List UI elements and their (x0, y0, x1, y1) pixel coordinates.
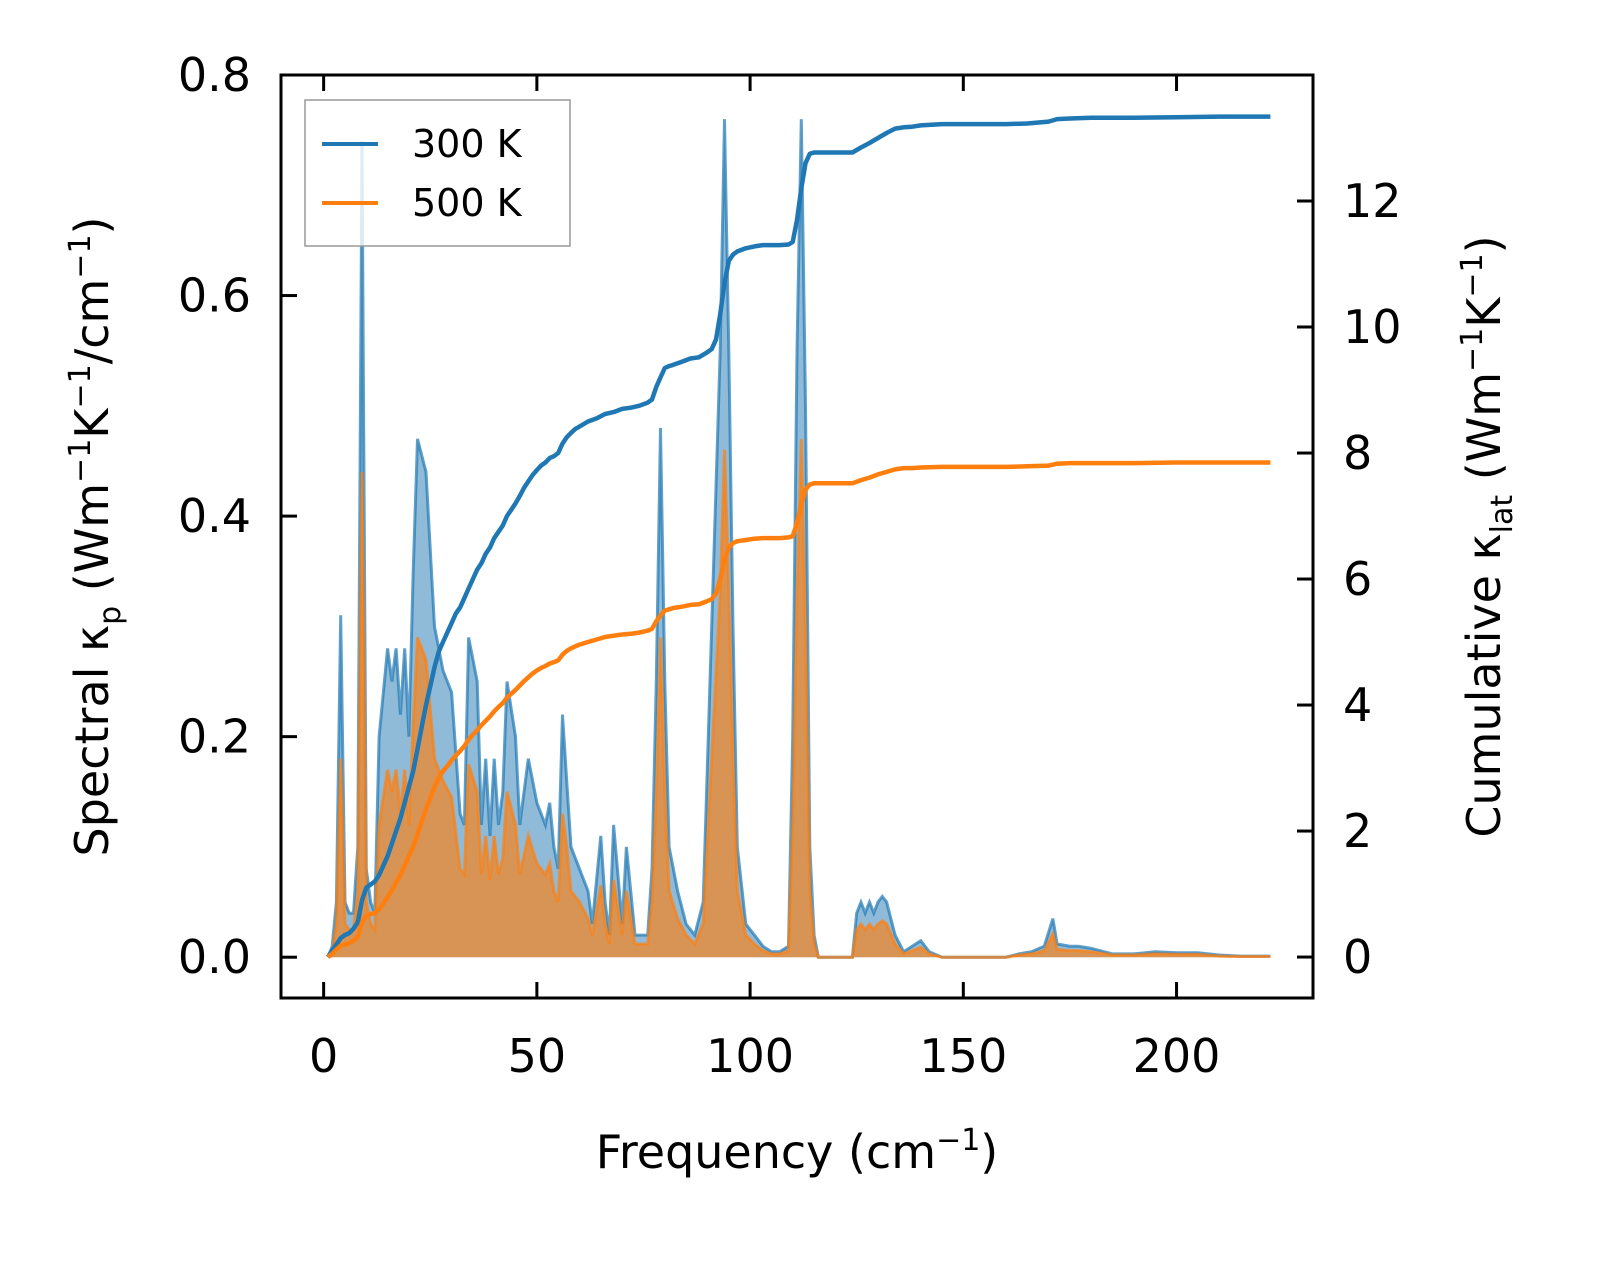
legend-box (304, 99, 571, 247)
y-axis-right-label: Cumulative κlat (Wm−1K−1) (1455, 235, 1520, 837)
y-left-label-a-sub: p (93, 606, 128, 625)
x-tick-label: 200 (1133, 1029, 1221, 1083)
y-left-label-d-sup: −1 (63, 234, 98, 278)
legend-label-500k: 500 K (412, 181, 523, 225)
legend: 300 K 500 K (304, 99, 571, 247)
x-axis-label: Frequency (cm−1) (596, 1123, 999, 1179)
y-right-label-c-sup: −1 (1455, 253, 1490, 297)
y-left-tick-label: 0.6 (178, 269, 251, 323)
x-axis-label-main: Frequency (cm (596, 1125, 936, 1179)
y-right-tick-label: 4 (1343, 678, 1372, 732)
y-right-tick-label: 10 (1343, 300, 1402, 354)
x-tick-label: 0 (309, 1029, 338, 1083)
spectral-outline-300k (326, 119, 1271, 959)
y-left-label-c-sup: −1 (63, 364, 98, 408)
y-right-tick-label: 12 (1343, 174, 1402, 228)
y-right-label-a: Cumulative κ (1457, 533, 1511, 837)
cumulative-line-500k (326, 460, 1271, 959)
y-left-label-a: Spectral κ (65, 625, 119, 857)
cumulative-line-300k (326, 114, 1271, 959)
axes-frame (279, 73, 1315, 1000)
x-axis-label-sup: −1 (936, 1123, 980, 1158)
y-left-label-c: K (65, 407, 119, 439)
y-right-label-b: (Wm (1457, 372, 1511, 495)
y-right-tick-label: 2 (1343, 804, 1372, 858)
y-right-tick-label: 8 (1343, 426, 1372, 480)
y-axis-left-label: Spectral κp (Wm−1K−1/cm−1) (63, 217, 128, 857)
y-right-label-d: ) (1457, 235, 1511, 253)
y-left-label-b: (Wm (65, 483, 119, 606)
x-tick-label: 150 (919, 1029, 1007, 1083)
y-left-tick-label: 0.2 (178, 710, 251, 764)
y-left-tick-label: 0.0 (178, 930, 251, 984)
plot-area (326, 114, 1271, 959)
y-left-label-e: ) (65, 217, 119, 235)
x-tick-label: 100 (706, 1029, 794, 1083)
axes-ticks: 0 50 100 150 200 0.0 0.2 0.4 0.6 0.8 0 2 4 6 8 10 12 (178, 48, 1402, 1083)
x-axis-label-end: ) (980, 1125, 998, 1179)
y-left-tick-label: 0.4 (178, 489, 251, 543)
y-left-label-b-sup: −1 (63, 439, 98, 483)
y-left-label-d: /cm (65, 279, 119, 365)
y-right-tick-label: 6 (1343, 552, 1372, 606)
x-tick-label: 50 (508, 1029, 567, 1083)
y-left-tick-label: 0.8 (178, 48, 251, 102)
y-right-tick-label: 0 (1343, 930, 1372, 984)
y-right-label-c: K (1457, 296, 1511, 328)
spectral-outline-500k (326, 438, 1271, 959)
y-right-label-a-sub: lat (1485, 495, 1520, 534)
y-right-label-b-sup: −1 (1455, 328, 1490, 372)
legend-label-300k: 300 K (412, 122, 523, 166)
